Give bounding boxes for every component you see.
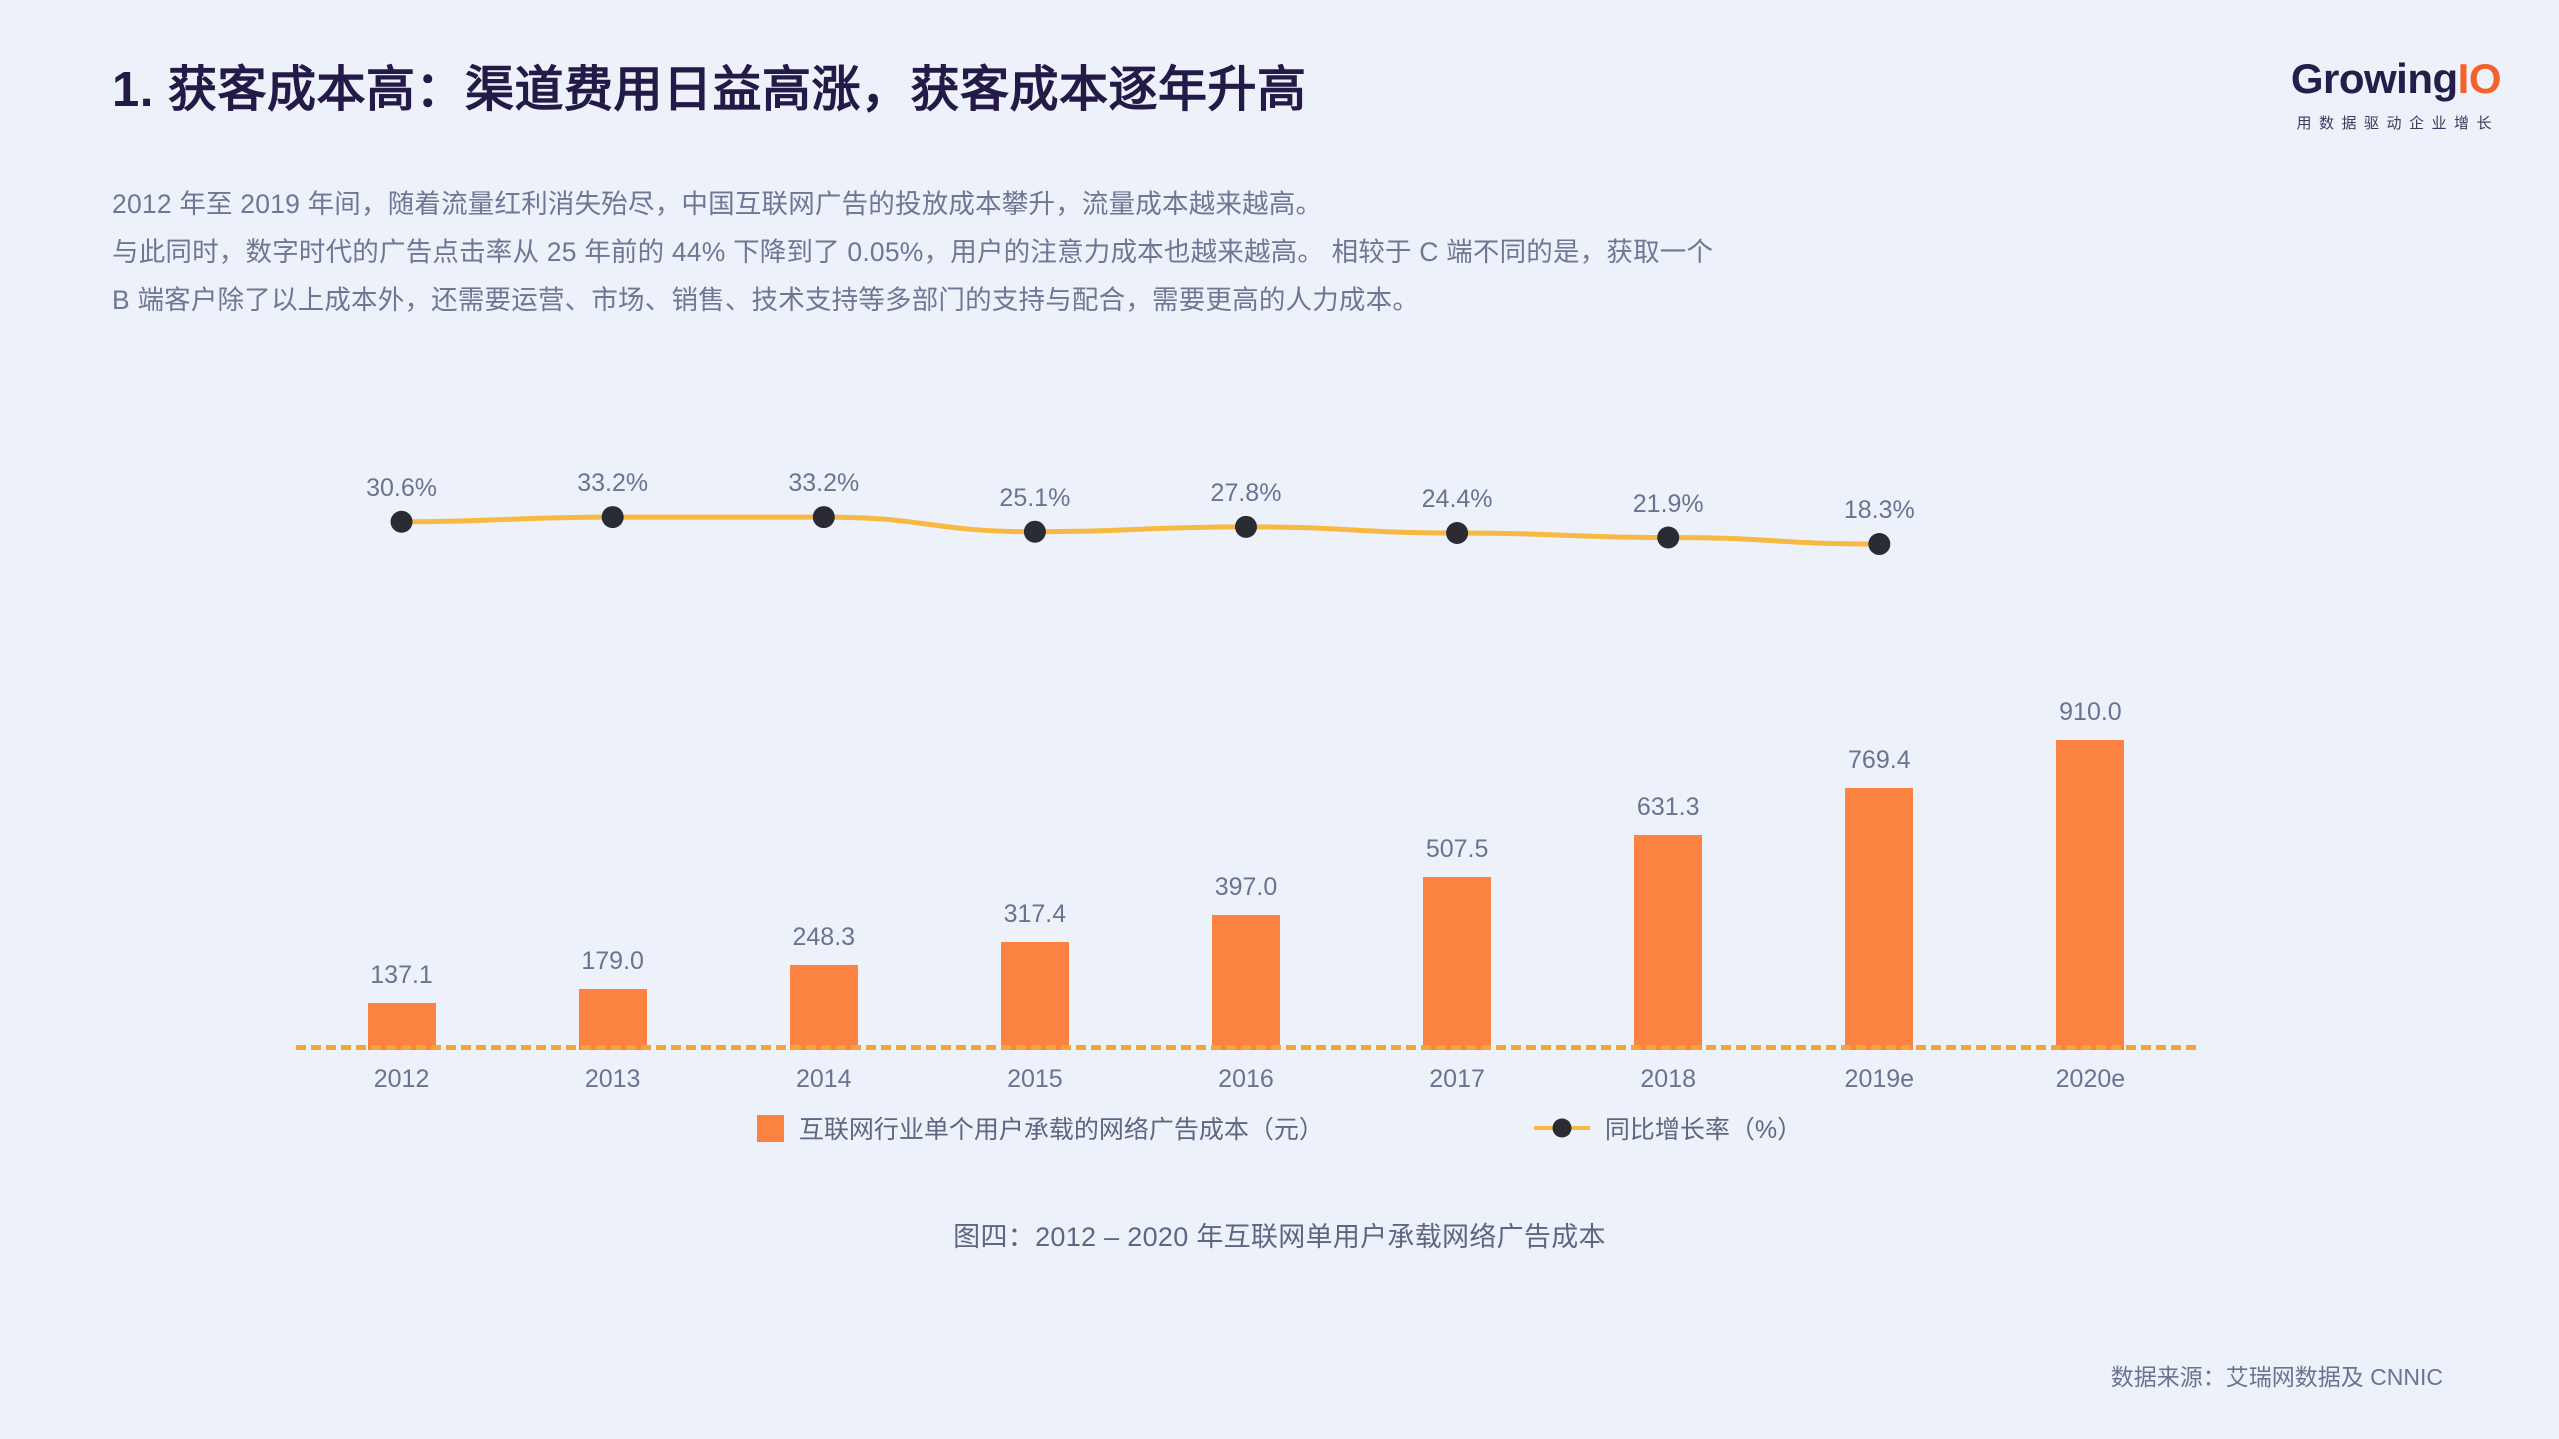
bar-group: 910.0: [1985, 430, 2196, 1050]
bar-value-label: 397.0: [1214, 872, 1278, 901]
bar[interactable]: [367, 1003, 436, 1050]
x-axis-tick-label: 2016: [1218, 1065, 1274, 1093]
growth-rate-label: 27.8%: [1210, 478, 1282, 507]
logo-tagline: 用数据驱动企业增长: [2296, 115, 2499, 132]
paragraph-line-3: B 端客户除了以上成本外，还需要运营、市场、销售、技术支持等多部门的支持与配合，…: [112, 285, 1420, 316]
growth-rate-label: 33.2%: [577, 469, 649, 498]
bar-value-label: 317.4: [1003, 899, 1067, 928]
bar-value-label: 179.0: [581, 947, 644, 976]
bar-value-label: 910.0: [2059, 698, 2122, 726]
x-axis-tick-label: 2013: [584, 1065, 641, 1093]
growth-rate-label: 21.9%: [1632, 489, 1704, 518]
paragraph-line-2: 与此同时，数字时代的广告点击率从 25 年前的 44% 下降到了 0.05%，用…: [112, 237, 1714, 268]
legend-bar-label: 互联网行业单个用户承载的网络广告成本（元）: [798, 1116, 1324, 1144]
growth-label-slot: 27.8%: [1140, 430, 1351, 550]
data-source-note: 数据来源：艾瑞网数据及 CNNIC: [2110, 1364, 2443, 1390]
legend-item-bar[interactable]: 互联网行业单个用户承载的网络广告成本（元）: [756, 1110, 1324, 1146]
bar-series: 137.1 179.0 248.3 317.4 397.0 507.5 631.3 769.4…: [296, 430, 2196, 1050]
bar[interactable]: [578, 989, 647, 1050]
legend-line-dot-icon: [1533, 1118, 1590, 1138]
logo-brand-primary: Growing: [2290, 55, 2458, 102]
bar-value-label: 769.4: [1848, 745, 1911, 774]
logo-wordmark: GrowingIO: [2290, 55, 2502, 102]
bar-value-label: 248.3: [792, 923, 856, 952]
growth-rate-label: 25.1%: [999, 483, 1071, 512]
growth-rate-label: 24.4%: [1421, 484, 1493, 513]
x-axis-tick-label: 2020e: [2055, 1065, 2126, 1093]
bar[interactable]: [1634, 834, 1703, 1050]
legend-line-label: 同比增长率（%）: [1604, 1116, 1803, 1144]
page-title: 1. 获客成本高：渠道费用日益高涨，获客成本逐年升高: [112, 63, 1307, 117]
chart-caption: 图四：2012 – 2020 年互联网单用户承载网络广告成本: [953, 1222, 1606, 1252]
bar-group: 507.5: [1352, 430, 1563, 1050]
x-axis-line: [296, 1045, 2196, 1050]
logo-brand-accent: IO: [2457, 55, 2502, 102]
bar-group: 631.3: [1563, 430, 1774, 1050]
legend-item-line[interactable]: 同比增长率（%）: [1533, 1110, 1803, 1146]
bar[interactable]: [2056, 740, 2125, 1050]
growth-rate-label: 33.2%: [788, 469, 860, 498]
bar-value-label: 137.1: [370, 961, 433, 990]
growth-rate-label: 30.6%: [366, 473, 437, 502]
bar[interactable]: [1423, 877, 1492, 1050]
growth-label-slot: 21.9%: [1563, 430, 1774, 550]
bar-value-label: 631.3: [1636, 792, 1700, 821]
growingio-logo: GrowingIO 用数据驱动企业增长: [2290, 55, 2502, 133]
bar-value-label: 507.5: [1425, 835, 1489, 864]
x-axis-tick-label: 2012: [373, 1065, 430, 1093]
legend-square-icon: [756, 1114, 784, 1142]
x-axis-tick-label: 2015: [1007, 1065, 1063, 1093]
growth-label-slot: 33.2%: [718, 430, 929, 550]
bar-group: 137.1: [296, 430, 507, 1050]
bar-group: 769.4: [1774, 430, 1985, 1050]
growth-label-slot: 25.1%: [929, 430, 1140, 550]
bar-group: 179.0: [507, 430, 718, 1050]
growth-label-slot: 24.4%: [1352, 430, 1563, 550]
bar-group: 317.4: [929, 430, 1140, 1050]
bar[interactable]: [1211, 914, 1280, 1050]
chart-legend: 互联网行业单个用户承载的网络广告成本（元） 同比增长率（%）: [0, 1110, 2559, 1146]
chart-container: 30.6% 33.2% 33.2% 25.1% 27.8% 24.4% 21.9% 18.3%…: [0, 430, 2559, 1130]
paragraph-line-1: 2012 年至 2019 年间，随着流量红利消失殆尽，中国互联网广告的投放成本攀…: [112, 189, 1323, 219]
bar-group: 248.3: [718, 430, 929, 1050]
bar-group: 397.0: [1140, 430, 1351, 1050]
x-axis-labels: 2012 2013 2014 2015 2016 2017 2018 2019e 2020e: [296, 1065, 2196, 1094]
intro-paragraph: 2012 年至 2019 年间，随着流量红利消失殆尽，中国互联网广告的投放成本攀…: [112, 180, 1713, 325]
x-axis-tick-label: 2019e: [1844, 1065, 1915, 1093]
x-axis-tick-label: 2014: [795, 1065, 852, 1093]
x-axis-tick-label: 2018: [1640, 1065, 1697, 1093]
chart-plot-area: 137.1 179.0 248.3 317.4 397.0 507.5 631.3 769.4…: [296, 430, 2196, 1050]
bar[interactable]: [1000, 941, 1069, 1050]
growth-label-slot: 33.2%: [507, 430, 718, 550]
bar[interactable]: [789, 965, 858, 1050]
bar[interactable]: [1845, 787, 1914, 1050]
growth-label-slot: 30.6%: [296, 430, 507, 550]
x-axis-tick-label: 2017: [1429, 1065, 1485, 1093]
